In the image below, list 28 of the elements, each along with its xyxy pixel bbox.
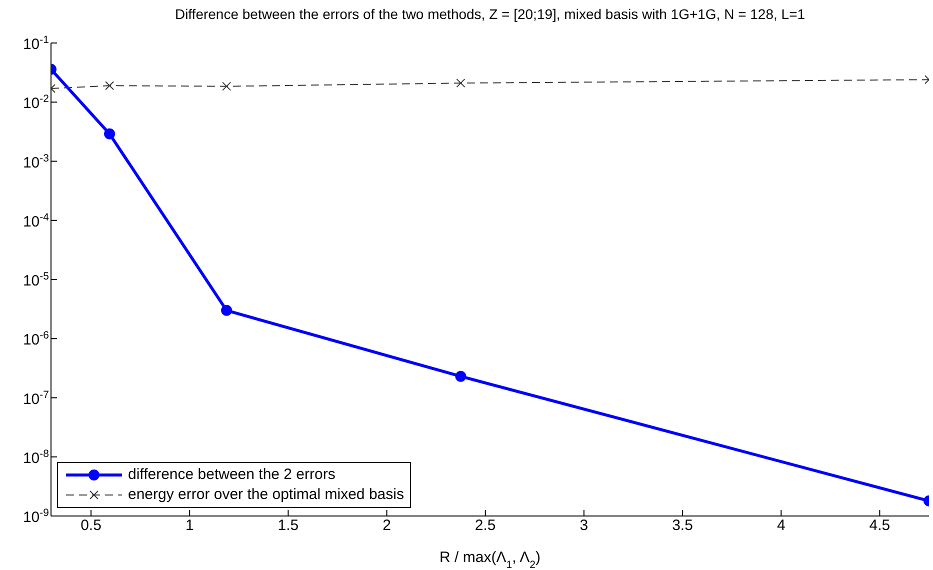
y-tick-label: 10$^{-7}$ [22,388,50,408]
point [104,128,116,140]
y-tick-label: 10$^{-9}$ [22,507,50,526]
point [222,82,232,91]
point [455,370,466,382]
x-tick-label: 0.5 [80,517,102,534]
y-tick-label: 10$^{-2}$ [22,93,50,112]
x-tick-label: 1.5 [278,517,299,534]
x-tick-label: 3 [580,517,588,534]
point [456,78,466,88]
x-tick-label: 2 [382,517,391,534]
chart-title: Difference between the errors of the two methods, Z = [20;19], mixed basis with 1G+1G, N = 128, L=1 [174,6,806,22]
y-tick-label: 10$^{-1}$ [22,34,50,53]
x-tick-label: 2.5 [474,517,496,534]
x-tick-label: 3.5 [672,517,693,534]
x-tick-label: 4.5 [869,517,890,534]
y-tick-label: 10$^{-5}$ [22,270,50,290]
x-axis-title: R / max(Λ$_{1}$, Λ$_{2}$) [440,549,540,570]
y-tick-label: 10$^{-6}$ [22,330,50,349]
x-tick-label: 4 [776,517,786,534]
y-tick-label: 10$^{-4}$ [22,211,50,230]
legend-label: difference between the 2 errors [128,465,336,485]
y-tick-label: 10$^{-3}$ [22,152,50,172]
x-tick-label: 1 [185,517,194,534]
legend-label: energy error over the optimal mixed basis [128,485,404,505]
y-tick-label: 10$^{-8}$ [22,448,50,467]
point [221,304,232,316]
point [105,81,114,90]
